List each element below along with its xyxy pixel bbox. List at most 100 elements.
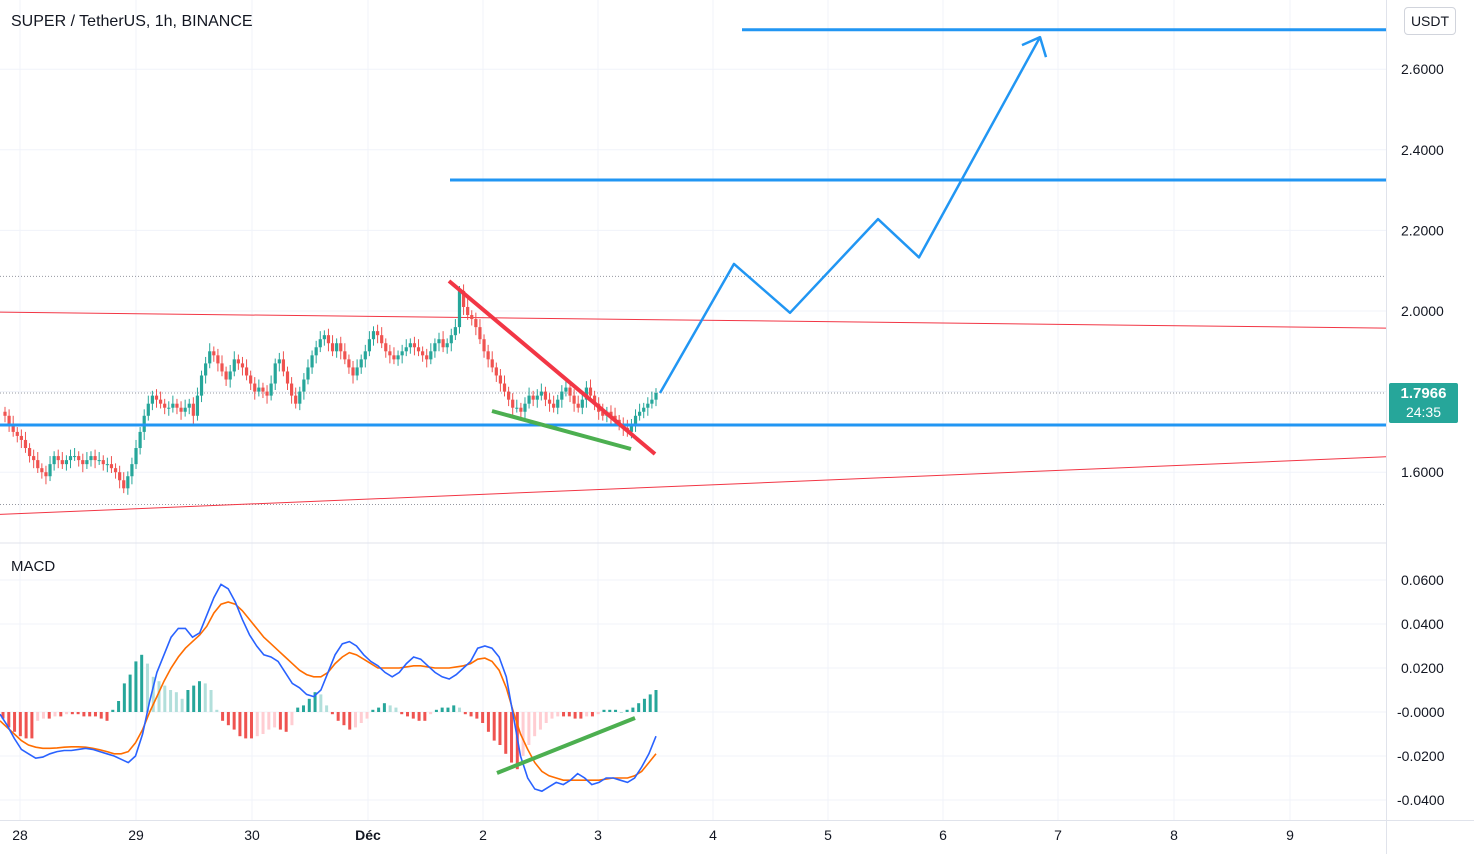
macd-histogram-bar (145, 663, 149, 712)
macd-histogram-bar (648, 694, 652, 712)
macd-histogram-bar (469, 712, 473, 717)
macd-histogram-bar (47, 712, 51, 719)
macd-histogram-bar (284, 712, 288, 732)
candle-body (629, 423, 634, 432)
macd-histogram-bar (550, 712, 554, 719)
macd-histogram-bar (319, 694, 323, 712)
symbol-title[interactable]: SUPER / TetherUS, 1h, BINANCE (11, 13, 253, 30)
macd-histogram-bar (567, 712, 571, 717)
candle-body (388, 351, 392, 356)
macd-histogram-bar (13, 712, 17, 732)
macd-histogram-bar (596, 712, 600, 715)
macd-histogram-bar (88, 712, 92, 717)
candle-body (195, 395, 200, 416)
candle-body (478, 327, 482, 340)
candle-body (568, 387, 572, 396)
candle-body (158, 399, 163, 404)
macd-histogram-bar (654, 690, 658, 712)
macd-histogram-bar (244, 712, 248, 739)
macd-histogram-bar (76, 712, 80, 715)
candle-body (118, 472, 122, 481)
price-tick-label: 2.6000 (1401, 61, 1444, 77)
macd-histogram-bar (400, 712, 404, 715)
candle-body (650, 399, 654, 404)
candle-body (101, 460, 105, 465)
macd-histogram-bar (226, 712, 230, 726)
candle-body (576, 403, 580, 408)
time-tick-label: 9 (1286, 827, 1294, 843)
candle-body (519, 407, 523, 412)
candle-body (437, 339, 441, 344)
macd-histogram-bar (544, 712, 548, 723)
candle-body (433, 343, 437, 352)
macd-histogram-bar (619, 712, 623, 713)
candle-body (400, 351, 404, 356)
candle-body (416, 347, 421, 352)
macd-histogram-bar (423, 712, 427, 721)
candle-body (355, 367, 359, 376)
candle-body (560, 391, 564, 400)
macd-histogram-bar (249, 712, 253, 739)
price-badge: 1.7966 24:35 (1389, 383, 1458, 423)
candle-body (261, 387, 265, 392)
macd-histogram-bar (573, 712, 577, 719)
candle-body (347, 359, 351, 368)
candle-body (216, 355, 220, 364)
candle-body (191, 403, 195, 416)
candle-body (531, 395, 535, 400)
candle-body (253, 383, 257, 392)
macd-histogram-bar (290, 712, 294, 726)
candle-body (220, 363, 224, 372)
macd-histogram-bar (527, 712, 531, 745)
price-tick-label: 1.6000 (1401, 464, 1444, 480)
candle-body (204, 363, 208, 376)
candle-body (294, 395, 298, 404)
macd-histogram-bar (359, 712, 363, 723)
macd-histogram-bar (65, 712, 69, 715)
last-price: 1.7966 (1400, 385, 1447, 402)
macd-histogram-bar (382, 703, 386, 712)
candle-body (601, 411, 605, 416)
macd-histogram-bar (625, 709, 629, 712)
macd-histogram-bar (486, 712, 490, 732)
candle-body (154, 395, 159, 400)
candle-body (11, 423, 15, 432)
macd-histogram-bar (521, 712, 525, 756)
candle-body (40, 468, 44, 473)
macd-histogram-bar (538, 712, 542, 730)
indicator-label[interactable]: MACD (11, 558, 56, 575)
price-support-line (491, 409, 632, 451)
price-tick-label: 2.2000 (1401, 222, 1444, 238)
candle-body (404, 347, 408, 352)
candle-body (175, 403, 179, 408)
candle-body (633, 415, 638, 424)
candle-body (228, 371, 232, 380)
candle-body (552, 403, 556, 408)
candle-body (257, 387, 261, 392)
macd-histogram-bar (163, 685, 167, 712)
macd-histogram-bar (238, 712, 242, 737)
candle-body (138, 431, 142, 449)
drawings[interactable] (0, 28, 1386, 775)
macd-histogram-bar (562, 712, 566, 717)
candle-body (3, 411, 7, 416)
candle-body (392, 355, 396, 360)
candle-body (23, 439, 28, 449)
candle-body (523, 403, 527, 412)
candle-body (543, 391, 548, 400)
candle-body (351, 367, 355, 376)
time-tick-label: 8 (1170, 827, 1178, 843)
candle-body (449, 335, 453, 344)
channel-lower-line (0, 456, 1387, 515)
candle-body (48, 464, 52, 477)
currency-button[interactable]: USDT (1404, 7, 1456, 35)
candle-body (199, 375, 204, 396)
candle-body (85, 460, 89, 465)
candle-body (363, 351, 367, 360)
macd-histogram-bar (394, 707, 398, 712)
macd-histogram-bar (140, 654, 144, 712)
candle-body (339, 343, 343, 352)
macd-histogram-bar (157, 681, 161, 712)
